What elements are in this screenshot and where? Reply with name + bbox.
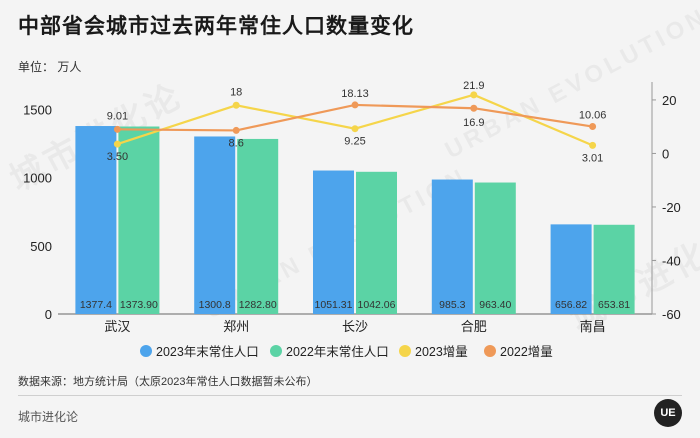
legend-label: 2022增量: [500, 344, 553, 359]
bar-value-label: 656.82: [555, 299, 587, 311]
chart: 0 500 1000 1500 -60 -40 -20 0 20 1377.4 1300.8 1051…: [23, 80, 681, 359]
line-value-label: 9.25: [344, 136, 365, 148]
bar-2023: [75, 126, 117, 314]
point-2022: [113, 125, 121, 133]
legend-marker: [140, 345, 152, 357]
right-y-tick-label: -20: [662, 200, 681, 215]
line-value-label: 10.06: [579, 110, 607, 122]
point-2022: [232, 126, 240, 134]
bar-value-label: 1377.4: [80, 299, 112, 311]
line-value-label: 8.6: [229, 137, 244, 149]
data-source: 数据来源：地方统计局（太原2023年常住人口数据暂未公布）: [18, 376, 318, 388]
line-value-label: 16.9: [463, 117, 484, 129]
point-2022: [470, 104, 478, 112]
x-tick-label: 长沙: [342, 319, 368, 334]
point-2022: [351, 101, 359, 109]
legend-marker: [399, 345, 411, 357]
line-value-label: 9.01: [107, 110, 128, 122]
x-tick-label: 武汉: [104, 319, 130, 334]
right-y-tick-label: 20: [662, 93, 676, 108]
left-y-tick-label: 1500: [23, 102, 52, 117]
bar-2022: [118, 126, 160, 315]
left-y-tick-label: 1000: [23, 171, 52, 186]
bar-2022: [356, 171, 397, 314]
legend-marker: [270, 345, 282, 357]
line-value-label: 18: [230, 86, 242, 98]
line-value-label: 21.9: [463, 80, 484, 92]
x-tick-label: 郑州: [223, 319, 249, 334]
line-value-label: 18.13: [341, 88, 369, 100]
point-2023: [470, 91, 478, 99]
bar-value-label: 653.81: [598, 299, 630, 311]
divider: [18, 395, 682, 396]
bar-2022: [237, 138, 279, 314]
bar-value-label: 1300.8: [199, 299, 231, 311]
point-2023: [232, 101, 240, 109]
legend-label: 2023增量: [415, 344, 468, 359]
ue-logo-icon: UE: [654, 399, 682, 427]
bar-value-label: 985.3: [439, 299, 465, 311]
legend-label: 2023年末常住人口: [156, 345, 259, 359]
x-tick-label: 合肥: [461, 319, 487, 334]
bar-value-label: 963.40: [479, 299, 511, 311]
legend-marker: [484, 345, 496, 357]
right-y-tick-label: -60: [662, 307, 681, 322]
bar-2022: [593, 224, 635, 314]
x-tick-label: 南昌: [580, 319, 606, 334]
point-2023: [351, 125, 359, 133]
left-y-tick-label: 0: [45, 307, 52, 322]
bar-value-label: 1373.90: [120, 299, 158, 311]
chart-title: 中部省会城市过去两年常住人口数量变化: [18, 15, 414, 38]
bar-2023: [550, 224, 592, 314]
bar-2023: [313, 170, 354, 314]
bar-2023: [431, 179, 473, 314]
bar-value-label: 1051.31: [315, 299, 353, 311]
left-y-tick-label: 500: [30, 239, 52, 254]
bar-2022: [474, 182, 516, 314]
bar-value-label: 1282.80: [239, 299, 277, 311]
bar-value-label: 1042.06: [358, 299, 396, 311]
line-value-label: 3.50: [107, 151, 128, 163]
point-2023: [113, 140, 121, 148]
bar-2023: [194, 136, 236, 314]
line-value-label: 3.01: [582, 152, 603, 164]
right-y-tick-label: -40: [662, 253, 681, 268]
right-y-tick-label: 0: [662, 146, 669, 161]
brand-name: 城市进化论: [18, 410, 79, 424]
point-2023: [589, 141, 597, 149]
legend-label: 2022年末常住人口: [286, 345, 389, 359]
unit-label: 单位： 万人: [18, 60, 82, 74]
point-2022: [589, 123, 597, 131]
